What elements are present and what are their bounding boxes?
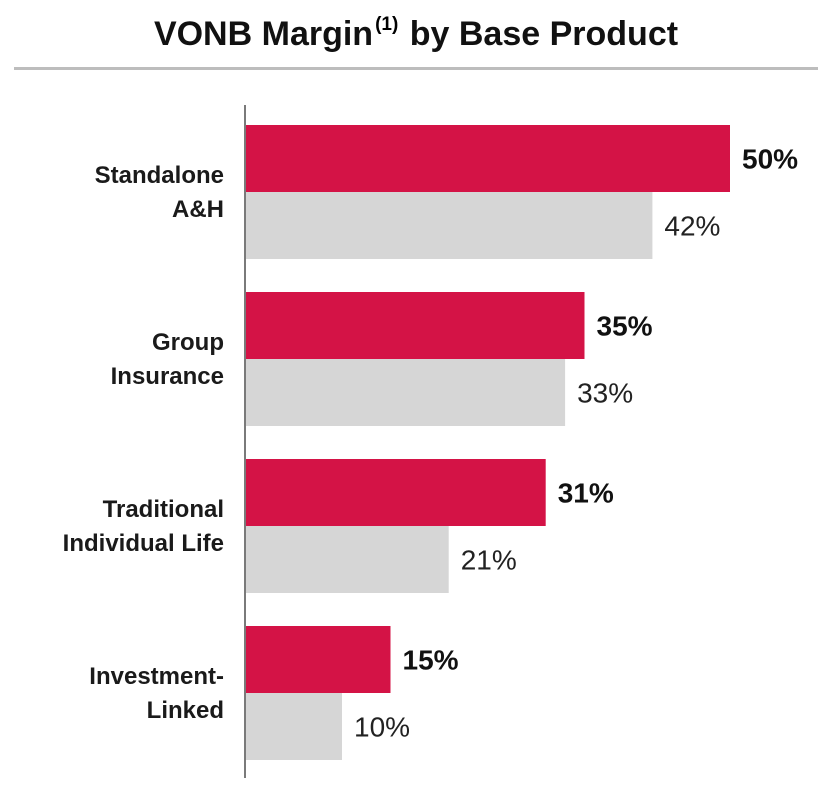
bar-series2-1: [245, 192, 653, 259]
bar-series1-3: [245, 459, 546, 526]
bar-series2-3: [245, 526, 449, 593]
category-label-2: Group Insurance: [111, 329, 224, 390]
data-label-series2-4: 10%: [354, 712, 410, 743]
title-suffix: by Base Product: [409, 15, 679, 53]
data-label-series1-3: 31%: [558, 478, 614, 509]
bar-series1-2: [245, 292, 585, 359]
title-main: VONB Margin: [153, 15, 374, 53]
data-label-series2-2: 33%: [577, 378, 633, 409]
data-label-series1-1: 50%: [742, 144, 798, 175]
chart-title: VONB Margin (1) by Base Product: [0, 14, 832, 54]
title-divider: [14, 67, 818, 70]
category-label-4: Investment-Linked: [89, 663, 224, 724]
bar-series2-2: [245, 359, 566, 426]
category-label-3: Traditional Individual Life: [63, 496, 224, 557]
title-superscript: (1): [375, 14, 399, 35]
data-label-series2-1: 42%: [664, 211, 720, 242]
data-label-series2-3: 21%: [461, 545, 517, 576]
category-label-1: Standalone A&H: [95, 162, 224, 223]
data-label-series1-2: 35%: [597, 311, 653, 342]
bar-series2-4: [245, 693, 342, 760]
bar-series1-4: [245, 626, 391, 693]
bar-series1-1: [245, 125, 730, 192]
data-label-series1-4: 15%: [403, 645, 459, 676]
